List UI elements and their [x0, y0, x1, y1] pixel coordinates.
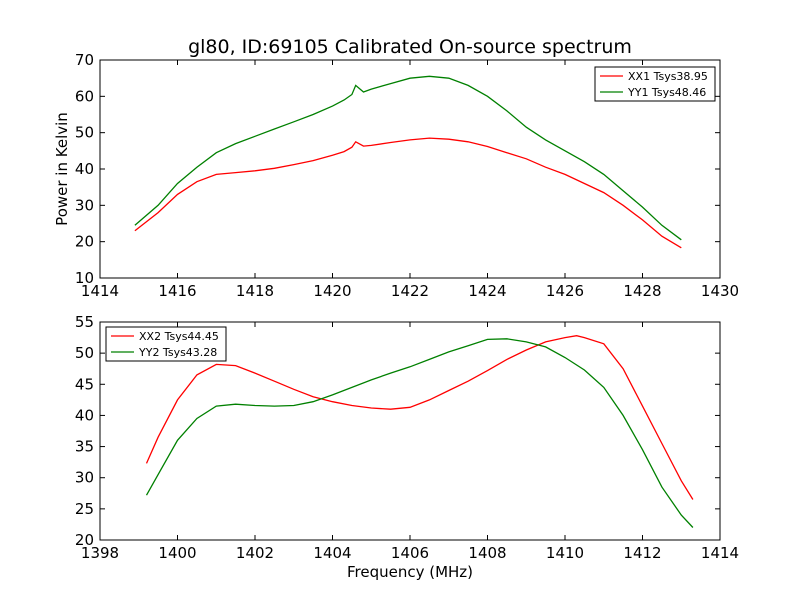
- y-tick-label: 50: [75, 124, 94, 142]
- x-tick-label: 1418: [236, 282, 274, 300]
- y-tick-label: 30: [75, 469, 94, 487]
- y-tick-label: 20: [75, 531, 94, 549]
- x-tick-label: 1416: [158, 282, 196, 300]
- legend-entry: XX1 Tsys38.95: [628, 70, 708, 83]
- y-tick-label: 25: [75, 500, 94, 518]
- x-tick-label: 1404: [313, 544, 351, 562]
- x-tick-label: 1414: [81, 282, 119, 300]
- series-line-2: [134, 75, 682, 241]
- x-tick-label: 1414: [701, 544, 739, 562]
- y-tick-label: 40: [75, 160, 94, 178]
- x-tick-label: 1406: [391, 544, 429, 562]
- y-tick-label: 55: [75, 313, 94, 331]
- y-tick-label: 10: [75, 269, 94, 287]
- legend-box: [105, 326, 227, 362]
- x-tick-label: 1412: [623, 544, 661, 562]
- y-axis-label: Power in Kelvin: [53, 112, 71, 226]
- x-tick-label: 1400: [158, 544, 196, 562]
- x-tick-label: 1428: [623, 282, 661, 300]
- x-tick-label: 1398: [81, 544, 119, 562]
- x-tick-label: 1424: [468, 282, 506, 300]
- x-tick-label: 1410: [546, 544, 584, 562]
- y-tick-label: 30: [75, 196, 94, 214]
- legend: XX1 Tsys38.95 YY1 Tsys48.46: [594, 66, 716, 102]
- x-tick-label: 1420: [313, 282, 351, 300]
- series-line-1: [145, 335, 694, 500]
- legend-entry: XX2 Tsys44.45: [139, 330, 219, 343]
- series-line-1: [134, 137, 682, 249]
- x-tick-label: 1408: [468, 544, 506, 562]
- chart-title: gl80, ID:69105 Calibrated On-source spec…: [188, 36, 632, 58]
- x-tick-label: 1402: [236, 544, 274, 562]
- y-tick-label: 40: [75, 406, 94, 424]
- x-tick-label: 1422: [391, 282, 429, 300]
- y-tick-label: 35: [75, 438, 94, 456]
- bottom-panel: 1398 1400 1402 1404 1406 1408 1410 1412 1414 20 25…: [75, 313, 739, 581]
- legend-entry: YY1 Tsys48.46: [627, 86, 706, 99]
- legend-entry: YY2 Tsys43.28: [138, 346, 217, 359]
- y-tick-label: 50: [75, 344, 94, 362]
- legend: XX2 Tsys44.45 YY2 Tsys43.28: [105, 326, 227, 362]
- top-panel: 1414 1416 1418 1420 1422 1424 1426 1428 1430 10 20…: [53, 51, 739, 300]
- y-tick-label: 60: [75, 87, 94, 105]
- x-tick-label: 1426: [546, 282, 584, 300]
- x-tick-label: 1430: [701, 282, 739, 300]
- legend-box: [594, 66, 716, 102]
- y-tick-label: 70: [75, 51, 94, 69]
- y-tick-label: 20: [75, 233, 94, 251]
- series-line-2: [145, 338, 694, 528]
- x-axis-label: Frequency (MHz): [347, 563, 473, 581]
- y-tick-label: 45: [75, 375, 94, 393]
